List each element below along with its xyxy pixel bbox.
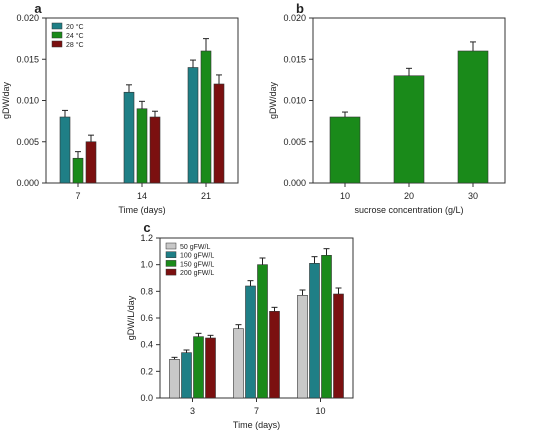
y-axis-label-a: gDW/day: [1, 81, 11, 119]
y-tick-label-a: 0.005: [16, 137, 39, 147]
legend-swatch-a: [51, 22, 63, 30]
bar-a: [123, 91, 135, 184]
legend-label-c: 50 gFW/L: [180, 244, 210, 251]
bar-b: [329, 116, 361, 184]
y-tick-label-c: 0.6: [140, 313, 153, 323]
panel-label-b: b: [296, 1, 304, 16]
legend-swatch-c: [165, 260, 177, 267]
bar-a: [72, 157, 84, 184]
x-tick-label-c: 10: [315, 406, 325, 416]
bar-c: [309, 263, 320, 399]
bar-c: [297, 295, 308, 399]
bar-c: [257, 264, 268, 399]
bar-c: [193, 336, 204, 399]
y-tick-label-c: 0.2: [140, 366, 153, 376]
panel-a: a 0.000 0.005 0.010 0.015 0.020 gDW/day Time (d…: [1, 1, 239, 215]
bar-c: [269, 311, 280, 399]
bar-a: [59, 116, 71, 184]
x-axis-label-a: Time (days): [118, 205, 165, 215]
panel-label-c: c: [143, 220, 150, 235]
bar-a: [200, 50, 212, 184]
panel-b: b 0.000 0.005 0.010 0.015 0.020 gDW/day sucrose…: [268, 1, 506, 215]
bar-c: [333, 293, 344, 399]
panel-label-a: a: [34, 1, 42, 16]
legend-swatch-a: [51, 40, 63, 48]
bar-c: [205, 337, 216, 399]
bar-b: [393, 75, 425, 184]
y-tick-label-c: 1.0: [140, 260, 153, 270]
bar-c: [233, 328, 244, 399]
y-tick-label-c: 0.0: [140, 393, 153, 403]
y-tick-label-c: 0.8: [140, 286, 153, 296]
y-tick-label-a: 0.020: [16, 13, 39, 23]
y-axis-label-c: gDW/L/day: [126, 295, 136, 340]
bar-a: [187, 67, 199, 184]
x-tick-label-a: 14: [137, 191, 147, 201]
x-tick-label-c: 3: [190, 406, 195, 416]
bar-a: [136, 108, 148, 184]
y-axis-label-b: gDW/day: [268, 81, 278, 119]
x-tick-label-a: 7: [75, 191, 80, 201]
y-tick-label-b: 0.010: [283, 96, 306, 106]
legend-swatch-a: [51, 31, 63, 39]
bar-a: [213, 83, 225, 184]
y-tick-label-a: 0.000: [16, 178, 39, 188]
y-tick-label-b: 0.005: [283, 137, 306, 147]
x-axis-label-b: sucrose concentration (g/L): [354, 205, 463, 215]
y-tick-label-b: 0.020: [283, 13, 306, 23]
y-tick-label-c: 1.2: [140, 233, 153, 243]
legend-label-c: 150 gFW/L: [180, 261, 214, 268]
legend-label-a: 24 °C: [66, 32, 84, 40]
legend-swatch-c: [165, 251, 177, 258]
bar-b: [457, 50, 489, 184]
legend-label-c: 100 gFW/L: [180, 253, 214, 260]
legend-label-c: 200 gFW/L: [180, 270, 214, 277]
legend-label-a: 28 °C: [66, 41, 84, 49]
y-tick-label-a: 0.015: [16, 54, 39, 64]
x-tick-label-b: 10: [340, 191, 350, 201]
bar-a: [149, 116, 161, 184]
x-tick-label-b: 20: [404, 191, 414, 201]
bar-c: [321, 255, 332, 399]
bar-a: [85, 141, 97, 184]
y-tick-label-b: 0.015: [283, 54, 306, 64]
x-tick-label-c: 7: [254, 406, 259, 416]
bar-c: [169, 359, 180, 399]
legend-swatch-c: [165, 268, 177, 276]
y-tick-label-a: 0.010: [16, 96, 39, 106]
x-tick-label-b: 30: [468, 191, 478, 201]
bar-c: [245, 285, 256, 399]
legend-label-a: 20 °C: [66, 23, 84, 31]
legend-swatch-c: [165, 242, 177, 250]
panel-c: c 0.0 0.2 0.4 0.6 0.8 1.0 1.2 gDW/L/day Time (day…: [126, 220, 354, 430]
x-axis-label-c: Time (days): [233, 420, 280, 430]
y-tick-label-b: 0.000: [283, 178, 306, 188]
x-tick-label-a: 21: [201, 191, 211, 201]
y-tick-label-c: 0.4: [140, 340, 153, 350]
bar-c: [181, 352, 192, 399]
